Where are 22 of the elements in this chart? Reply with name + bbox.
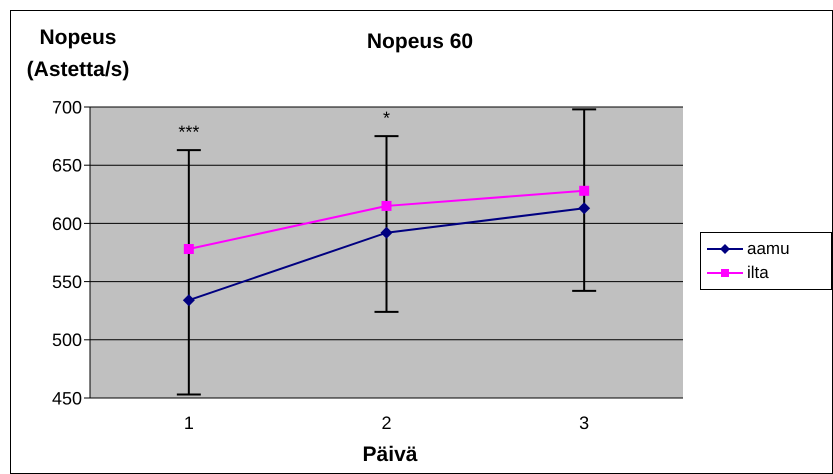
y-tick-label: 550 [52,272,82,292]
point [382,200,392,211]
point [380,226,392,239]
point [578,202,590,214]
y-tick-label: 500 [52,330,82,350]
y-tick-label: 600 [52,214,82,234]
y-tick-label: 450 [52,388,82,408]
y-tick-label: 650 [52,156,82,176]
point [182,294,195,306]
legend-label: ilta [747,263,769,283]
point [184,244,194,254]
annotation: *** [178,122,200,142]
annotation: * [382,108,390,128]
point [579,186,590,196]
legend-label: aamu [747,239,790,259]
x-tick-label: 3 [579,412,590,433]
x-tick-label: 1 [184,412,194,433]
x-tick-label: 2 [381,412,392,433]
y-axis-title: Nopeus (Astetta/s) [26,25,130,83]
x-axis-title: Päivä [362,443,418,467]
chart-title: Nopeus 60 [366,30,474,54]
y-tick-label: 700 [52,97,82,118]
